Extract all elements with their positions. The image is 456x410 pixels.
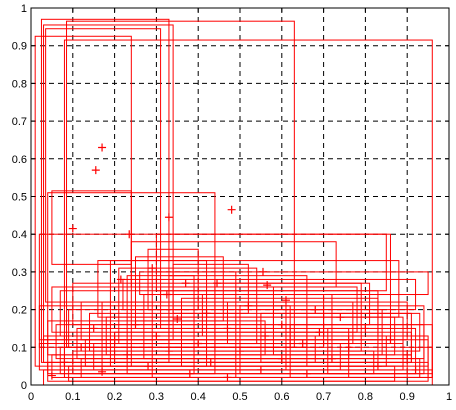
data-point-marker: [244, 301, 253, 310]
x-tick-label: 0.8: [358, 391, 373, 403]
data-point-marker: [373, 362, 382, 371]
data-point-marker: [181, 279, 190, 288]
y-tick-label: 0.7: [12, 116, 27, 128]
data-point-marker: [173, 315, 182, 324]
data-point-marker: [131, 320, 140, 329]
bounding-box: [172, 263, 249, 314]
bounding-boxes: [34, 18, 433, 386]
x-axis-ticks: 0 0.1 0.2 0.3 0.4 0.5 0.6 0.7 0.8 0.9 1: [28, 8, 452, 403]
data-point-marker: [194, 339, 203, 348]
bounding-box: [180, 297, 379, 367]
y-tick-label: 0.4: [12, 229, 27, 241]
data-point-marker: [89, 324, 98, 333]
y-tick-label: 0.9: [12, 41, 27, 53]
data-point-marker: [223, 373, 232, 382]
data-point-marker: [261, 331, 270, 340]
data-point-marker: [315, 328, 324, 337]
y-tick-label: 1: [21, 3, 27, 15]
bounding-box: [348, 335, 429, 378]
bounding-box: [327, 327, 417, 375]
bounding-box: [51, 190, 132, 265]
data-point-marker: [386, 335, 395, 344]
y-tick-label: 0.8: [12, 78, 27, 90]
data-point-marker: [116, 275, 125, 284]
y-axis-ticks: 0 0.1 0.2 0.3 0.4 0.5 0.6 0.7 0.8 0.9 1: [12, 3, 449, 392]
x-tick-label: 0.6: [274, 391, 289, 403]
x-tick-label: 0.3: [149, 391, 164, 403]
x-tick-label: 0.4: [191, 391, 206, 403]
data-point-marker: [236, 347, 244, 356]
data-point-marker: [227, 205, 236, 214]
data-point-marker: [98, 143, 107, 152]
data-point-marker: [302, 369, 311, 378]
y-tick-label: 0.6: [12, 154, 27, 166]
data-point-marker: [110, 335, 119, 344]
data-point-marker: [185, 369, 194, 378]
data-point-marker: [311, 305, 320, 314]
data-point-marker: [327, 354, 336, 363]
data-point-marker: [125, 230, 134, 239]
bounding-box: [151, 271, 237, 378]
y-tick-label: 0.3: [12, 267, 27, 279]
data-point-marker: [263, 281, 272, 290]
data-point-marker: [281, 296, 290, 305]
data-point-marker: [277, 320, 286, 329]
x-tick-label: 0.7: [316, 391, 331, 403]
data-point-marker: [123, 350, 132, 359]
data-point-marker: [144, 362, 153, 371]
bounding-box: [260, 312, 412, 363]
bounding-box: [126, 275, 195, 375]
data-point-marker: [258, 267, 267, 276]
data-point-marker: [68, 224, 77, 233]
data-point-marker: [403, 350, 412, 359]
data-point-marker: [411, 365, 420, 374]
data-point-marker: [298, 339, 307, 348]
x-tick-label: 1: [446, 391, 452, 403]
x-tick-label: 0: [28, 391, 34, 403]
bounding-box: [226, 301, 354, 345]
data-point-marker: [344, 343, 353, 352]
data-point-marker: [336, 313, 345, 322]
data-point-marker: [162, 290, 171, 299]
y-tick-label: 0: [21, 380, 27, 392]
data-point-marker: [91, 166, 100, 175]
bounding-box: [135, 256, 224, 322]
data-point-marker: [223, 324, 232, 333]
data-points: [47, 143, 420, 382]
data-point-marker: [206, 358, 215, 367]
x-tick-label: 0.9: [400, 391, 415, 403]
y-tick-label: 0.1: [12, 342, 27, 354]
data-point-marker: [47, 371, 56, 380]
x-tick-label: 0.2: [107, 391, 122, 403]
data-point-marker: [77, 343, 86, 352]
data-point-marker: [148, 264, 157, 273]
bounding-box: [168, 275, 308, 348]
data-point-marker: [277, 354, 286, 363]
data-point-marker: [164, 347, 173, 356]
x-tick-label: 0.1: [65, 391, 80, 403]
data-point-marker: [256, 365, 265, 374]
data-point-marker: [213, 279, 222, 288]
data-point-marker: [152, 331, 161, 340]
data-point-marker: [202, 309, 211, 318]
y-tick-label: 0.2: [12, 305, 27, 317]
bounding-box: [306, 316, 404, 367]
data-point-marker: [361, 324, 370, 333]
data-point-marker: [60, 358, 69, 367]
data-point-marker: [164, 213, 173, 222]
data-point-marker: [98, 367, 107, 376]
x-tick-label: 0.5: [232, 391, 247, 403]
y-tick-label: 0.5: [12, 192, 27, 204]
